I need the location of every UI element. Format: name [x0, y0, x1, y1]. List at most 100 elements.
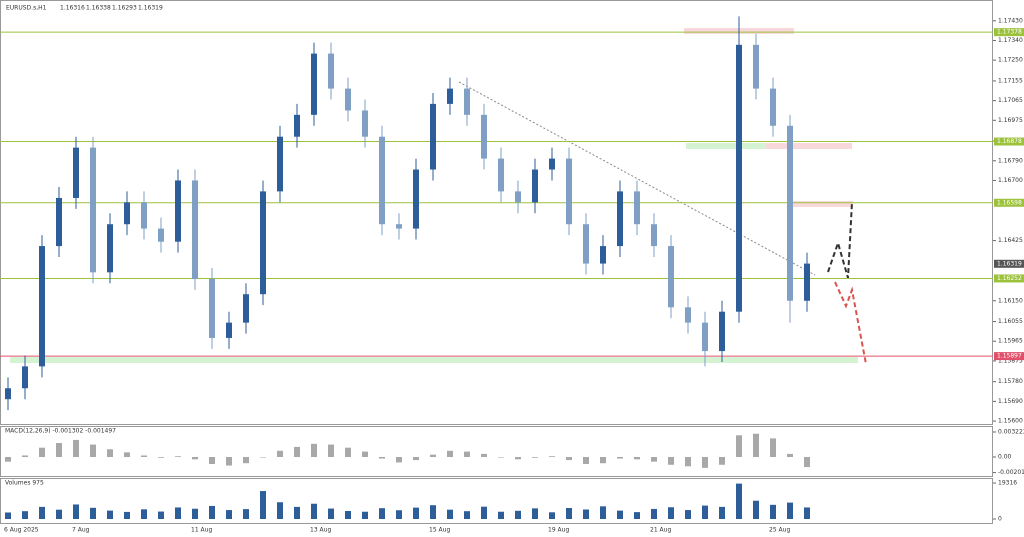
- bar: [753, 500, 759, 520]
- level-label: 1.15897: [997, 353, 1022, 360]
- projection-down: [834, 281, 867, 365]
- candle-body: [311, 53, 317, 115]
- bar: [736, 483, 742, 520]
- bar: [804, 457, 810, 468]
- header-value: 1.16293: [112, 5, 137, 12]
- bar: [804, 507, 810, 520]
- bar: [668, 457, 674, 465]
- bar: [226, 510, 232, 520]
- x-tick-label: 19 Aug: [548, 527, 569, 534]
- x-tick-label: 21 Aug: [650, 527, 671, 534]
- zone: [10, 357, 858, 363]
- y-tick-label: 1.15965: [998, 338, 1023, 345]
- y-tick-label: 1.17430: [998, 17, 1023, 24]
- x-tick-label: 25 Aug: [769, 527, 790, 534]
- bar: [702, 457, 708, 468]
- level-label-bg: [994, 274, 1024, 283]
- zone: [793, 201, 853, 207]
- bar: [39, 506, 45, 520]
- bar: [481, 506, 487, 520]
- level-label: 1.16878: [997, 138, 1022, 145]
- candle-body: [260, 191, 266, 295]
- volume-title: Volumes 975: [5, 480, 44, 487]
- bar: [770, 504, 776, 520]
- bar: [311, 503, 317, 520]
- bar: [532, 457, 538, 458]
- candle-body: [804, 263, 810, 301]
- bar: [362, 511, 368, 520]
- candle-body: [583, 224, 589, 264]
- bar: [583, 457, 589, 464]
- bar: [192, 508, 198, 520]
- candle-body: [5, 388, 11, 400]
- bar: [498, 457, 504, 458]
- bar: [345, 447, 351, 458]
- bar: [294, 506, 300, 520]
- y-tick-label: 1.15600: [998, 418, 1023, 425]
- candle-body: [685, 307, 691, 323]
- candle-body: [362, 110, 368, 137]
- bar: [158, 511, 164, 520]
- bar: [549, 456, 555, 458]
- level-label-bg: [994, 198, 1024, 207]
- candle-body: [243, 294, 249, 323]
- candle-body: [294, 114, 300, 137]
- bar: [753, 433, 759, 458]
- bar: [90, 444, 96, 458]
- candle-body: [600, 246, 606, 264]
- candle-body: [515, 191, 521, 203]
- macd-panel: [0, 426, 993, 477]
- macd-title: MACD(12,26,9) -0.001302 -0.001497: [5, 428, 116, 435]
- bar: [549, 512, 555, 520]
- candle-body: [345, 88, 351, 111]
- bar: [90, 507, 96, 520]
- candle-body: [668, 246, 674, 308]
- bar: [73, 504, 79, 520]
- bar: [56, 509, 62, 520]
- bar: [481, 453, 487, 458]
- bar: [464, 451, 470, 458]
- bar: [22, 455, 28, 458]
- bar: [379, 508, 385, 520]
- candle-body: [736, 44, 742, 312]
- bar: [583, 509, 589, 520]
- bar: [260, 457, 266, 458]
- x-tick-label: 15 Aug: [429, 527, 450, 534]
- header-value: 1.16316: [60, 5, 85, 12]
- bar: [447, 450, 453, 458]
- bar: [634, 457, 640, 460]
- y-tick-label: 0: [998, 516, 1002, 523]
- bar: [226, 457, 232, 466]
- current-price: 1.16319: [997, 260, 1022, 267]
- bar: [141, 455, 147, 458]
- candle-body: [532, 169, 538, 203]
- y-tick-label: 1.17065: [998, 97, 1023, 104]
- y-tick-label: 1.16700: [998, 177, 1023, 184]
- bar: [396, 457, 402, 463]
- bar: [515, 510, 521, 520]
- bar: [141, 509, 147, 520]
- candle-body: [566, 158, 572, 225]
- candle-body: [277, 136, 283, 192]
- candle-body: [617, 191, 623, 247]
- bar: [600, 457, 606, 464]
- bar: [175, 456, 181, 458]
- candle-body: [719, 311, 725, 352]
- candle-body: [396, 224, 402, 229]
- bar: [719, 457, 725, 465]
- projection-up: [827, 201, 853, 279]
- zone: [686, 143, 766, 149]
- bar: [107, 510, 113, 520]
- panels: [0, 0, 993, 524]
- bar: [22, 511, 28, 520]
- candle-body: [430, 103, 436, 170]
- bar: [277, 450, 283, 458]
- bar: [668, 507, 674, 520]
- bar: [379, 457, 385, 459]
- header-value: 1.16338: [86, 5, 111, 12]
- candle-body: [787, 125, 793, 301]
- bar: [685, 510, 691, 520]
- y-tick-label: -0.002012: [998, 469, 1024, 476]
- bar: [396, 510, 402, 520]
